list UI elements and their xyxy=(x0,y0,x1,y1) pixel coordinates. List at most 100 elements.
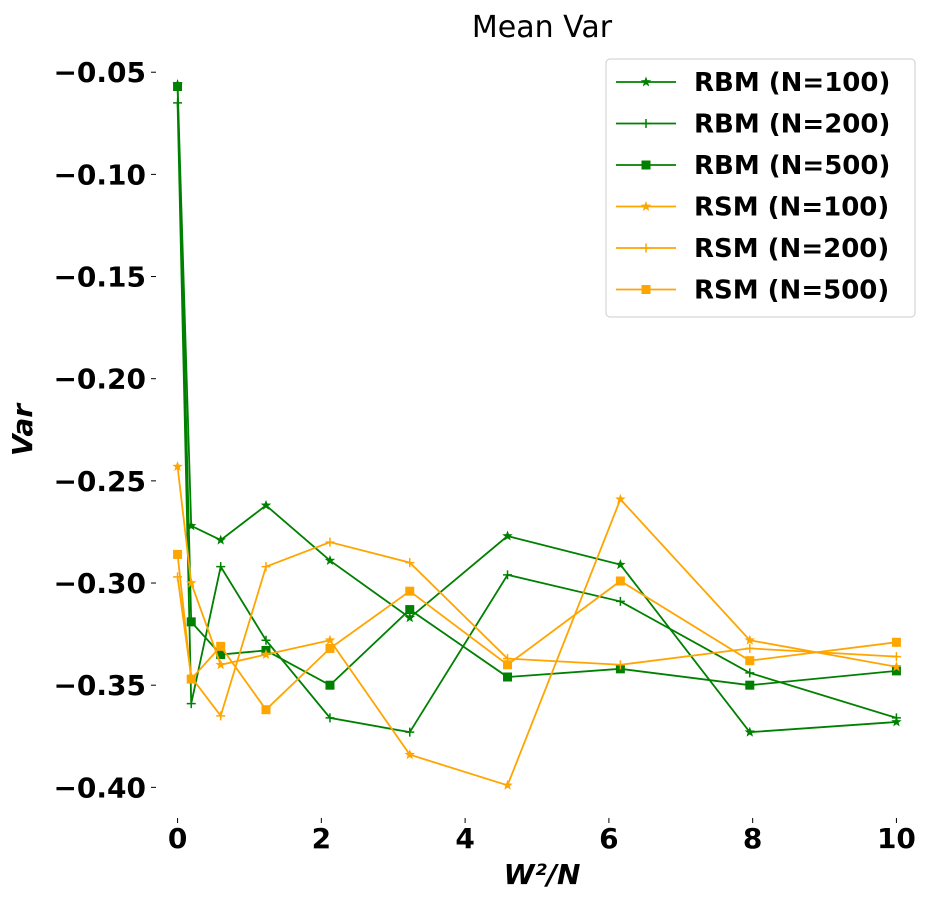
y-tick-label: −0.20 xyxy=(53,363,146,396)
data-point xyxy=(615,576,625,586)
data-point xyxy=(745,643,755,653)
legend-item: RSM (N=500) xyxy=(616,276,889,306)
legend-item: RSM (N=200) xyxy=(616,234,889,264)
data-point xyxy=(502,530,513,541)
legend-marker xyxy=(641,160,651,170)
data-point xyxy=(216,650,226,660)
legend-item: RBM (N=100) xyxy=(616,68,890,98)
legend-box xyxy=(605,58,916,318)
legend-marker xyxy=(641,119,651,128)
legend-item: RSM (N=100) xyxy=(616,193,889,223)
x-axis-label: W²/N xyxy=(504,858,581,891)
x-axis: 0 2 4 6 8 10 xyxy=(168,818,916,855)
data-point xyxy=(215,659,226,670)
data-point xyxy=(325,537,335,547)
data-point xyxy=(260,649,272,659)
data-point xyxy=(172,461,183,472)
data-point xyxy=(260,499,272,510)
plot-area xyxy=(172,78,902,790)
legend: RBM (N=100) RBM (N=200) RBM (N=500) RSM (N=… xyxy=(605,58,916,318)
data-point xyxy=(615,596,625,606)
data-point xyxy=(216,562,226,572)
y-tick-label: −0.40 xyxy=(53,771,146,804)
data-point xyxy=(503,660,513,670)
data-point xyxy=(186,617,196,627)
data-point xyxy=(615,493,626,504)
legend-marker xyxy=(641,285,651,294)
y-tick-label: −0.05 xyxy=(53,56,146,89)
data-point xyxy=(261,562,271,572)
data-point xyxy=(261,705,271,715)
y-tick-label: −0.30 xyxy=(53,567,146,600)
y-axis-label: Var xyxy=(6,402,39,456)
data-point xyxy=(745,656,755,666)
y-tick-label: −0.25 xyxy=(53,465,146,498)
data-point xyxy=(216,711,226,721)
data-point xyxy=(405,727,415,737)
data-point xyxy=(325,643,335,653)
data-point xyxy=(615,660,625,670)
data-point xyxy=(325,680,335,690)
legend-marker xyxy=(641,243,651,253)
legend-label: RSM (N=500) xyxy=(694,276,889,306)
legend-label: RSM (N=200) xyxy=(694,234,889,264)
legend-item: RBM (N=200) xyxy=(616,110,890,140)
x-tick-label: 0 xyxy=(168,822,187,855)
data-point xyxy=(745,668,755,678)
series-line xyxy=(176,84,897,734)
series-line xyxy=(176,102,897,734)
data-point xyxy=(185,577,197,588)
legend-marker xyxy=(640,76,652,87)
data-point xyxy=(324,634,336,645)
legend-label: RBM (N=500) xyxy=(694,151,890,181)
x-tick-label: 10 xyxy=(877,822,916,855)
series-2 xyxy=(173,98,901,737)
x-tick-label: 8 xyxy=(743,822,762,855)
legend-label: RSM (N=100) xyxy=(694,193,889,223)
data-point xyxy=(891,661,902,672)
data-point xyxy=(503,672,513,682)
data-point xyxy=(891,637,901,647)
data-point xyxy=(186,674,196,684)
data-point xyxy=(891,652,901,662)
series-line xyxy=(176,466,897,787)
y-axis: −0.05 −0.10 −0.15 −0.20 −0.25 −0.30 −0.35 −0.40 xyxy=(53,56,156,804)
data-point xyxy=(404,612,415,623)
series-4 xyxy=(172,461,902,790)
data-point xyxy=(216,641,226,651)
x-tick-label: 4 xyxy=(455,822,474,855)
y-tick-label: −0.35 xyxy=(53,669,146,702)
chart-title: Mean Var xyxy=(472,10,613,45)
data-point xyxy=(502,779,513,790)
data-point xyxy=(215,534,226,545)
data-point xyxy=(503,570,513,580)
legend-label: RBM (N=100) xyxy=(694,68,890,98)
x-tick-label: 6 xyxy=(599,822,618,855)
data-point xyxy=(615,559,626,570)
data-point xyxy=(185,520,197,531)
data-point xyxy=(745,680,755,690)
series-line xyxy=(176,541,897,718)
data-point xyxy=(324,555,336,565)
series-line xyxy=(176,554,897,712)
series-line xyxy=(176,86,897,687)
data-point xyxy=(891,666,901,676)
legend-marker xyxy=(640,201,652,211)
data-point xyxy=(744,634,756,645)
data-point xyxy=(186,699,196,709)
data-point xyxy=(405,586,415,596)
data-point xyxy=(173,549,183,559)
legend-label: RBM (N=200) xyxy=(694,110,890,140)
x-tick-label: 2 xyxy=(312,822,331,855)
data-point xyxy=(325,713,335,723)
data-point xyxy=(744,726,756,737)
data-point xyxy=(405,558,415,568)
series-6 xyxy=(173,549,901,715)
y-tick-label: −0.15 xyxy=(53,261,146,294)
legend-item: RBM (N=500) xyxy=(616,151,890,181)
y-tick-label: −0.10 xyxy=(53,158,146,191)
data-point xyxy=(404,749,415,760)
data-point xyxy=(261,635,271,645)
data-point xyxy=(405,605,415,615)
